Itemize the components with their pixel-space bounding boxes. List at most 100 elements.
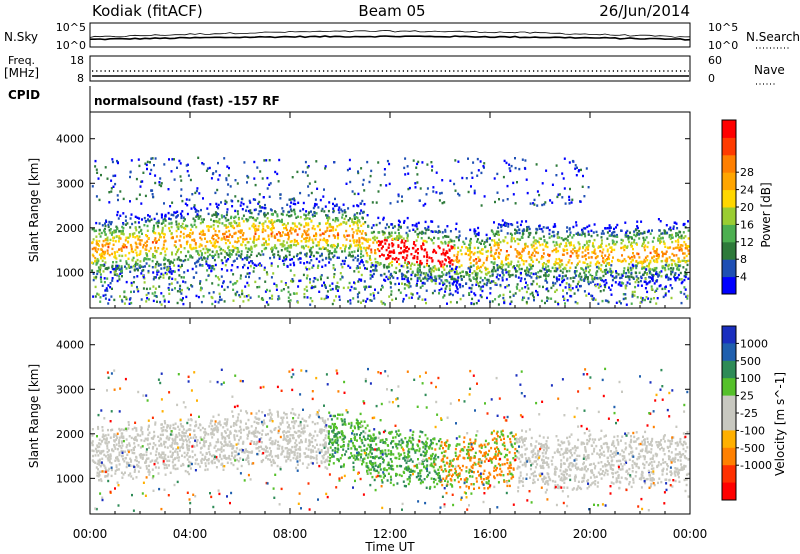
power-cell [245,209,247,212]
power-cell [476,157,479,161]
power-cell [312,280,315,283]
power-cell [489,292,492,295]
power-cell [166,259,169,262]
power-cell [387,253,389,257]
power-cell [594,252,597,255]
power-cell [388,182,391,186]
power-cell [302,273,305,277]
power-cell [633,230,636,233]
power-cell [162,243,165,246]
power-cell [568,198,571,201]
power-cell [96,292,99,295]
power-cell [189,178,192,182]
power-cell [649,259,652,263]
velocity-cell [459,486,462,489]
power-cell [649,267,651,271]
power-cell [568,286,571,289]
power-cell [284,247,287,250]
power-cell [576,263,579,267]
power-cell [93,246,96,250]
power-cell [587,282,590,286]
power-cell [638,256,641,259]
power-cell [365,233,368,236]
power-cell [99,276,102,279]
power-cell [593,223,596,226]
power-cell [174,240,177,243]
power-cell [104,224,107,228]
power-cell [424,239,427,243]
power-cell [685,254,688,258]
power-cell [649,261,652,264]
power-cell [185,295,188,299]
power-cell [548,232,551,236]
velocity-cell [332,441,335,444]
power-cell [448,257,451,260]
power-cell [573,270,576,274]
power-cell [371,263,374,267]
power-cell [468,293,471,296]
power-cell [496,244,499,247]
velocity-cell [465,485,468,488]
power-cell [194,242,197,245]
power-cell [630,241,633,245]
power-cell [281,207,284,210]
velocity-cell [596,485,599,488]
power-cell [218,230,221,233]
power-cell [593,276,596,279]
power-cell [341,250,344,253]
power-cell [444,258,447,261]
power-cell [602,280,605,283]
power-cell [198,192,201,195]
power-cell [452,268,455,271]
power-cell [482,165,485,168]
power-cell [476,238,479,241]
power-cell [341,259,344,263]
power-cell [293,197,296,201]
power-cell [242,238,245,241]
power-cell [668,228,671,231]
power-cell [407,247,410,251]
power-cell [565,242,568,245]
power-cell [136,258,139,262]
power-cell [621,274,624,277]
power-cell [470,251,473,254]
power-cell [273,236,276,239]
power-cell [383,263,386,267]
power-cell [605,264,607,268]
power-cell [163,266,166,270]
power-cell [388,250,391,253]
power-cell [353,239,356,242]
power-cell [271,224,274,228]
power-cell [595,262,598,266]
power-cell [377,240,380,243]
power-cell [593,277,596,281]
power-cell [624,297,627,300]
power-cell [541,203,544,207]
power-cell [174,211,177,214]
power-cell [361,260,363,263]
power-cell [386,257,388,260]
power-cell [585,167,588,170]
power-cell [376,241,378,244]
power-cell [567,261,570,264]
power-cell [261,206,264,209]
power-cell [420,246,423,250]
nave-tick-low: 0 [708,72,715,85]
power-cell [415,239,418,242]
power-cell [484,245,486,249]
power-cell [505,161,508,165]
power-cell [183,226,186,230]
power-cell [258,264,261,267]
power-cell [677,240,680,244]
power-cell [283,259,286,262]
power-cell [208,264,211,267]
power-cell [151,193,154,196]
power-cell [506,257,509,260]
power-cell [241,234,244,237]
power-cell [562,238,565,242]
power-cell [223,256,226,259]
power-cell [469,251,472,255]
velocity-cell [489,473,492,476]
power-cell [621,254,623,257]
power-cell [109,286,112,289]
